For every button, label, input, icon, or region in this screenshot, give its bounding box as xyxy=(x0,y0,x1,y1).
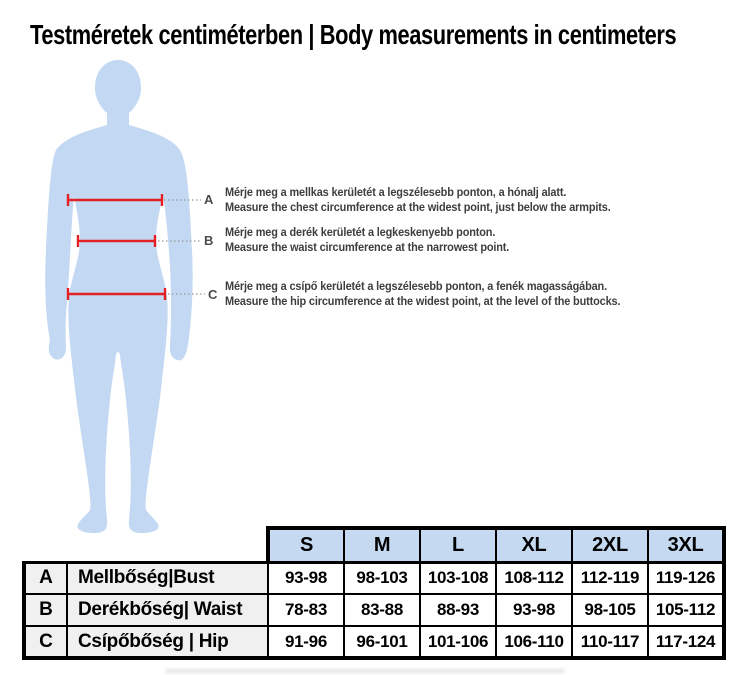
connector-lines xyxy=(158,199,205,295)
hip-instruction-hu: Mérje meg a csípő kerületét a legszélese… xyxy=(225,281,607,293)
bust-value-l: 103-108 xyxy=(419,560,497,595)
chest-instruction-hu: Mérje meg a mellkas kerületét a legszéle… xyxy=(225,187,567,199)
row-letter: C xyxy=(22,625,68,660)
waist-value-3xl: 105-112 xyxy=(647,593,726,627)
row-letter: A xyxy=(22,560,68,595)
size-table: S M L XL 2XL 3XL A Mellbőség|Bust 93-98 … xyxy=(22,526,726,660)
hip-instruction-en: Measure the hip circumference at the wid… xyxy=(225,296,621,308)
bust-value-s: 93-98 xyxy=(267,560,345,595)
size-header-s: S xyxy=(266,526,345,564)
chest-line-letter: A xyxy=(204,192,214,207)
hip-value-m: 96-101 xyxy=(343,625,421,660)
hip-line-letter: C xyxy=(208,287,218,302)
table-row-bust: A Mellbőség|Bust 93-98 98-103 103-108 10… xyxy=(22,560,726,595)
size-header-xl: XL xyxy=(495,526,573,564)
waist-value-s: 78-83 xyxy=(267,593,345,627)
table-corner-spacer xyxy=(24,528,67,562)
waist-value-xl: 93-98 xyxy=(495,593,573,627)
size-table-header-row: S M L XL 2XL 3XL xyxy=(24,526,726,564)
table-row-waist: B Derékbőség| Waist 78-83 83-88 88-93 93… xyxy=(22,593,726,627)
chest-instruction-en: Measure the chest circumference at the w… xyxy=(225,202,611,214)
row-letter: B xyxy=(22,593,68,627)
bust-value-2xl: 112-119 xyxy=(571,560,649,595)
bust-value-3xl: 119-126 xyxy=(647,560,726,595)
waist-instruction-en: Measure the waist circumference at the n… xyxy=(225,242,510,254)
size-header-m: M xyxy=(343,526,421,564)
chest-instruction: Mérje meg a mellkas kerületét a legszéle… xyxy=(225,186,611,216)
waist-measurement-line xyxy=(76,235,157,247)
hip-value-3xl: 117-124 xyxy=(647,625,726,660)
hip-instruction: Mérje meg a csípő kerületét a legszélese… xyxy=(225,280,620,310)
table-corner-spacer xyxy=(67,528,268,562)
chest-measurement-line xyxy=(66,194,164,206)
hip-value-2xl: 110-117 xyxy=(571,625,649,660)
waist-instruction: Mérje meg a derék kerületét a legkeskeny… xyxy=(225,226,509,256)
measurement-lines xyxy=(66,194,167,300)
row-label: Csípőbőség | Hip xyxy=(66,625,269,660)
row-label: Mellbőség|Bust xyxy=(66,560,269,595)
body-silhouette-figure xyxy=(45,60,193,533)
waist-line-letter: B xyxy=(204,233,214,248)
size-header-3xl: 3XL xyxy=(647,526,726,564)
waist-instruction-hu: Mérje meg a derék kerületét a legkeskeny… xyxy=(225,227,496,239)
waist-value-l: 88-93 xyxy=(419,593,497,627)
waist-value-m: 83-88 xyxy=(343,593,421,627)
waist-value-2xl: 98-105 xyxy=(571,593,649,627)
page-title: Testméretek centiméterben | Body measure… xyxy=(30,19,677,50)
hip-measurement-line xyxy=(66,288,167,300)
row-label: Derékbőség| Waist xyxy=(66,593,269,627)
table-row-hip: C Csípőbőség | Hip 91-96 96-101 101-106 … xyxy=(22,625,726,660)
hip-value-xl: 106-110 xyxy=(495,625,573,660)
bust-value-xl: 108-112 xyxy=(495,560,573,595)
cropped-content-artifact xyxy=(165,669,565,673)
hip-value-l: 101-106 xyxy=(419,625,497,660)
hip-value-s: 91-96 xyxy=(267,625,345,660)
bust-value-m: 98-103 xyxy=(343,560,421,595)
size-header-2xl: 2XL xyxy=(571,526,649,564)
size-header-l: L xyxy=(419,526,497,564)
